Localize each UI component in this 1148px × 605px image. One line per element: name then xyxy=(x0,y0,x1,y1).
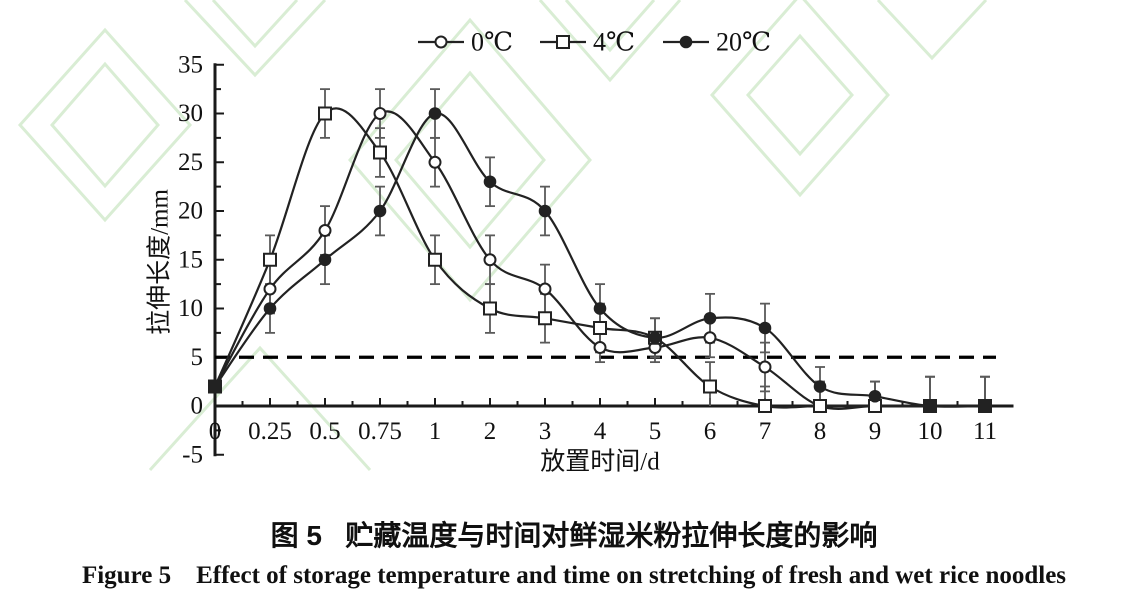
x-tick-label: 1 xyxy=(429,418,442,445)
y-tick-label: 5 xyxy=(191,344,204,371)
filled-circle-marker xyxy=(373,204,387,218)
series-markers-20c xyxy=(263,107,882,403)
x-tick-label: 2 xyxy=(484,418,497,445)
y-tick-labels: -5 0 5 10 15 20 25 30 35 xyxy=(178,51,203,468)
y-tick-label: 35 xyxy=(178,51,203,78)
filled-circle-marker xyxy=(263,302,277,315)
open-square-marker xyxy=(318,106,332,121)
open-circle-marker xyxy=(483,253,497,267)
open-square-marker xyxy=(483,301,497,316)
overlap-solid-square-marker xyxy=(923,399,937,413)
filled-circle-marker xyxy=(538,204,552,218)
open-circle-marker xyxy=(593,341,607,354)
filled-circle-marker xyxy=(813,380,827,393)
open-circle-marker xyxy=(434,35,448,49)
x-tick-label: 10 xyxy=(918,418,943,445)
y-tick-label: 20 xyxy=(178,198,203,225)
y-tick-label: 0 xyxy=(191,393,204,420)
y-tick-label: -5 xyxy=(182,441,203,468)
open-square-marker xyxy=(263,252,277,267)
open-circle-marker xyxy=(318,224,332,237)
legend: 0℃ 4℃ 20℃ xyxy=(418,28,771,57)
overlap-markers xyxy=(208,379,992,413)
watermark-chevrons xyxy=(17,0,988,472)
x-tick-label: 6 xyxy=(704,418,717,445)
filled-circle-marker xyxy=(318,253,332,267)
caption-en: Figure 5 Effect of storage temperature a… xyxy=(81,562,1067,589)
series-line-4c xyxy=(213,107,985,409)
legend-item-4c: 4℃ xyxy=(540,28,635,57)
filled-circle-marker xyxy=(758,321,772,335)
open-square-marker xyxy=(758,399,772,413)
open-square-marker xyxy=(703,379,717,394)
x-tick-label: 11 xyxy=(973,418,997,445)
legend-label-20c: 20℃ xyxy=(716,28,771,57)
x-tick-label: 0.5 xyxy=(309,418,340,445)
y-axis-title: 拉伸长度/mm xyxy=(146,189,174,335)
open-circle-marker xyxy=(428,155,442,169)
filled-circle-marker xyxy=(868,389,882,403)
axes xyxy=(213,63,1014,457)
filled-circle-marker xyxy=(483,175,497,189)
filled-circle-marker xyxy=(428,107,442,120)
filled-circle-marker xyxy=(593,302,607,315)
open-square-marker xyxy=(538,311,552,326)
legend-item-0c: 0℃ xyxy=(418,28,513,57)
x-tick-label: 0.25 xyxy=(248,418,292,445)
filled-circle-marker xyxy=(648,331,662,345)
open-square-marker xyxy=(428,252,442,267)
filled-circle-marker xyxy=(703,311,717,325)
overlap-solid-square-marker xyxy=(978,399,992,413)
open-square-marker xyxy=(556,35,570,49)
legend-item-20c: 20℃ xyxy=(663,28,771,57)
open-circle-marker xyxy=(263,282,277,296)
open-circle-marker xyxy=(758,360,772,374)
y-tick-label: 10 xyxy=(178,295,203,322)
x-tick-label: 4 xyxy=(594,418,607,445)
open-circle-marker xyxy=(703,331,717,345)
open-square-marker xyxy=(373,145,387,160)
y-tick-label: 15 xyxy=(178,246,203,273)
open-square-marker xyxy=(813,399,827,413)
x-tick-label: 7 xyxy=(759,418,772,445)
legend-label-0c: 0℃ xyxy=(471,28,513,57)
x-tick-label: 8 xyxy=(814,418,827,445)
filled-circle-marker xyxy=(679,35,693,49)
overlap-solid-square-marker xyxy=(208,379,222,394)
series-line-20c xyxy=(214,112,986,408)
open-square-marker xyxy=(593,321,607,335)
x-tick-label: 0.75 xyxy=(358,418,402,445)
x-axis-title: 放置时间/d xyxy=(540,448,660,476)
x-tick-label: 9 xyxy=(869,418,882,445)
open-circle-marker xyxy=(538,282,552,296)
legend-label-4c: 4℃ xyxy=(593,28,635,57)
x-tick-labels: 0 0.25 0.5 0.75 1 2 3 4 5 6 7 8 9 10 11 xyxy=(209,418,997,445)
y-tick-label: 30 xyxy=(178,100,203,127)
x-tick-label: 5 xyxy=(649,418,662,445)
y-tick-label: 25 xyxy=(178,149,203,176)
x-tick-label: 0 xyxy=(209,418,222,445)
open-circle-marker xyxy=(373,107,387,120)
caption-zh: 图 5 贮藏温度与时间对鲜湿米粉拉伸长度的影响 xyxy=(270,520,878,551)
x-tick-label: 3 xyxy=(539,418,552,445)
